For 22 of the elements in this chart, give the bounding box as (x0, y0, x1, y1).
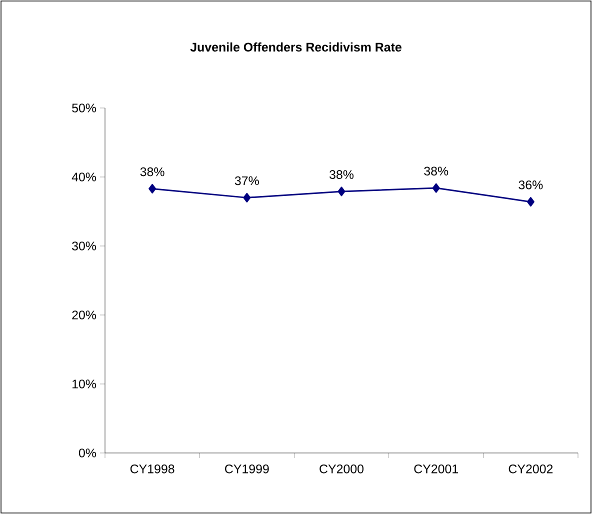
data-label: 37% (234, 176, 259, 186)
point (526, 197, 534, 207)
y-tick-label: 50% (72, 104, 96, 112)
point (432, 183, 440, 193)
x-tick-label: CY1998 (130, 464, 174, 474)
x-tick-label: CY1999 (225, 464, 269, 474)
y-tick-label: 20% (72, 310, 96, 320)
data-label: 38% (330, 170, 354, 179)
y-tick-label: 0% (78, 448, 96, 458)
chart-title: Juvenile Offenders Recidivism Rate (190, 42, 402, 52)
data-label: 38% (424, 166, 448, 176)
x-tick-label: CY2001 (414, 464, 458, 474)
data-label: 36% (518, 180, 543, 190)
data-label: 38% (140, 167, 164, 176)
x-tick-label: CY2000 (320, 464, 364, 474)
point (338, 186, 346, 196)
point (243, 192, 251, 202)
y-tick-label: 30% (72, 242, 96, 250)
point (148, 184, 156, 194)
y-tick-label: 10% (72, 380, 96, 388)
y-tick-label: 40% (72, 172, 96, 182)
x-tick-label: CY2002 (508, 464, 553, 474)
